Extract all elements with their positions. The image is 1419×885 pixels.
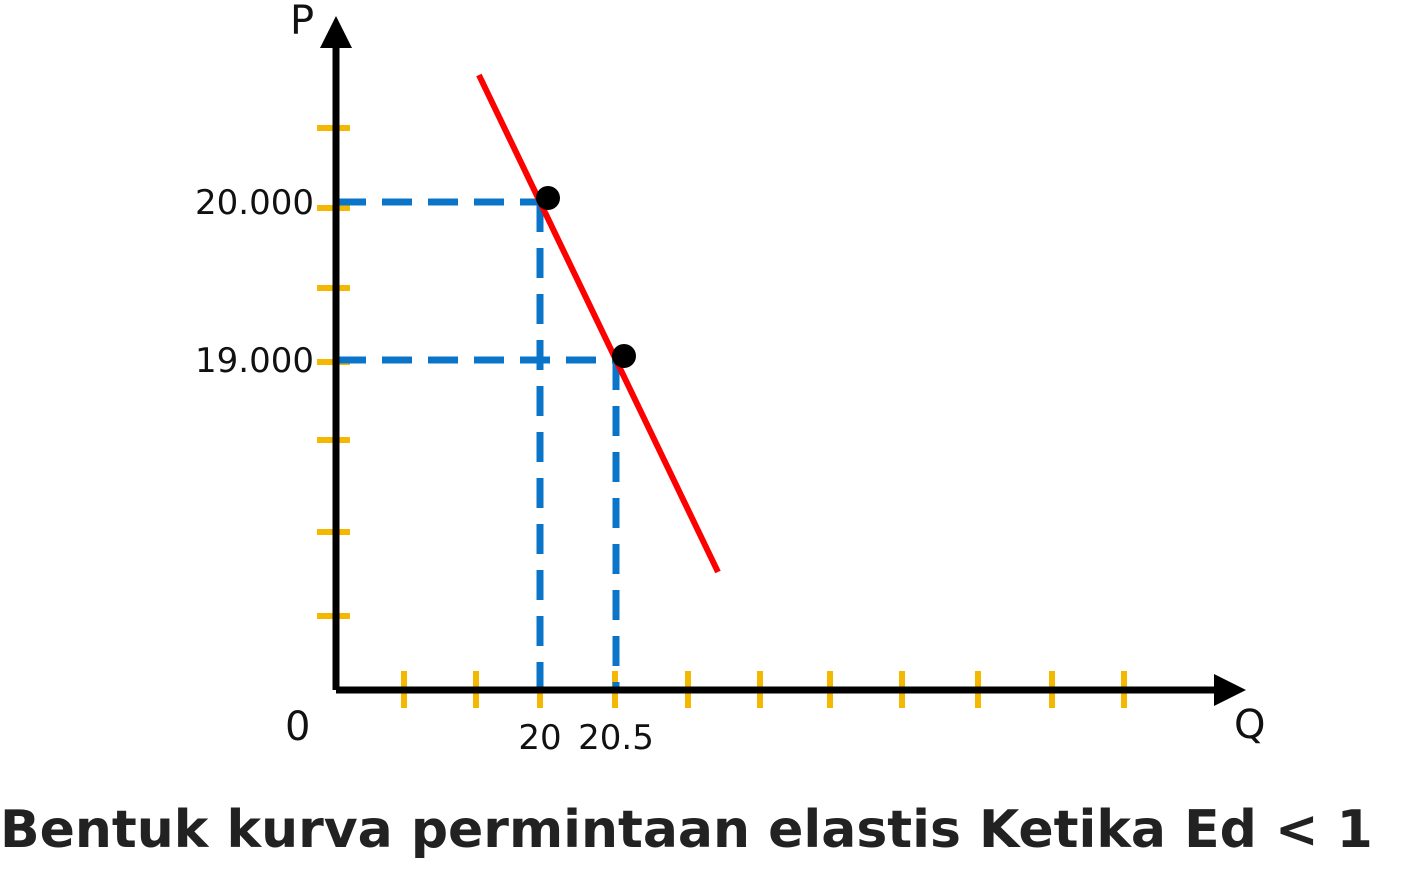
y-axis-label: P bbox=[290, 0, 314, 44]
demand-curve-chart: 20 20.5 20.000 19.000 P Q 0 bbox=[195, 0, 1265, 758]
x-tick-label: 20 bbox=[518, 718, 561, 758]
y-axis-arrow-icon bbox=[320, 16, 352, 48]
y-tick-label: 20.000 bbox=[195, 183, 314, 223]
y-tick-label: 19.000 bbox=[195, 341, 314, 381]
x-axis-label: Q bbox=[1234, 702, 1265, 748]
demand-curve bbox=[476, 73, 721, 574]
data-point bbox=[612, 344, 636, 368]
data-points bbox=[536, 186, 636, 368]
chart-caption: Bentuk kurva permintaan elastis Ketika E… bbox=[0, 800, 1373, 860]
tick-marks bbox=[317, 125, 1127, 708]
origin-label: 0 bbox=[285, 704, 310, 750]
x-axis-arrow-icon bbox=[1214, 674, 1246, 706]
tick-labels: 20 20.5 20.000 19.000 bbox=[195, 183, 654, 758]
x-tick-label: 20.5 bbox=[578, 718, 654, 758]
data-point bbox=[536, 186, 560, 210]
guide-lines bbox=[336, 198, 620, 690]
